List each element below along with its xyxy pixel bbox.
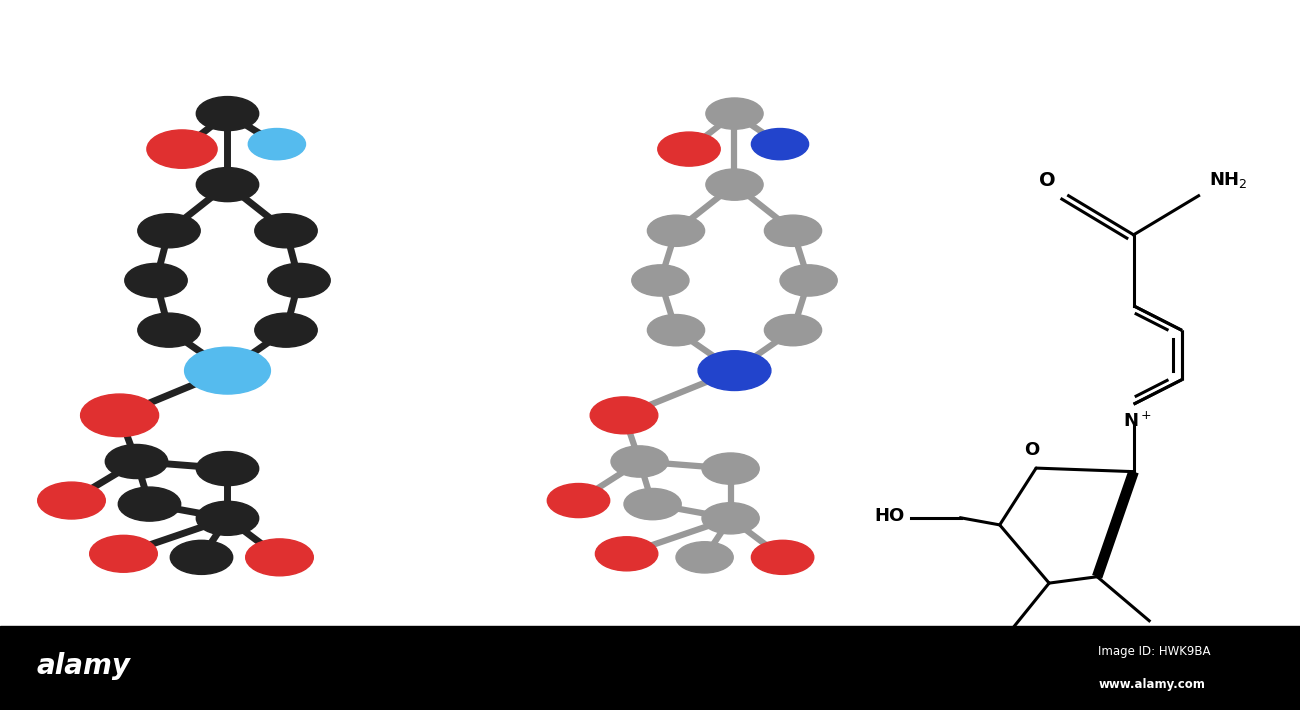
Circle shape xyxy=(81,394,159,437)
Circle shape xyxy=(632,265,689,296)
Circle shape xyxy=(547,484,610,518)
Circle shape xyxy=(185,347,270,394)
Text: NH$_2$: NH$_2$ xyxy=(1209,170,1248,190)
Circle shape xyxy=(170,540,233,574)
Circle shape xyxy=(624,488,681,520)
Circle shape xyxy=(105,444,168,479)
Circle shape xyxy=(246,539,313,576)
Circle shape xyxy=(751,129,809,160)
Bar xyxy=(0,626,1300,710)
Circle shape xyxy=(698,351,771,391)
Text: O: O xyxy=(1039,171,1056,190)
Text: N$^+$: N$^+$ xyxy=(1123,411,1152,430)
Circle shape xyxy=(147,130,217,168)
Circle shape xyxy=(255,214,317,248)
Circle shape xyxy=(255,313,317,347)
Circle shape xyxy=(196,168,259,202)
Circle shape xyxy=(611,446,668,477)
Text: ⊕: ⊕ xyxy=(722,311,740,331)
Circle shape xyxy=(702,503,759,534)
Circle shape xyxy=(595,537,658,571)
Circle shape xyxy=(138,313,200,347)
Circle shape xyxy=(658,132,720,166)
Text: OH: OH xyxy=(1140,626,1171,645)
Text: alamy: alamy xyxy=(36,652,130,680)
Circle shape xyxy=(268,263,330,297)
Circle shape xyxy=(647,215,705,246)
Circle shape xyxy=(38,482,105,519)
Circle shape xyxy=(706,98,763,129)
Circle shape xyxy=(676,542,733,573)
Text: OH: OH xyxy=(988,637,1019,655)
Text: www.alamy.com: www.alamy.com xyxy=(1098,678,1205,692)
Circle shape xyxy=(118,487,181,521)
Circle shape xyxy=(196,97,259,131)
Circle shape xyxy=(590,397,658,434)
Text: O: O xyxy=(1024,441,1040,459)
Circle shape xyxy=(764,315,822,346)
Text: HO: HO xyxy=(875,507,905,525)
Circle shape xyxy=(248,129,306,160)
Circle shape xyxy=(706,169,763,200)
Circle shape xyxy=(647,315,705,346)
Circle shape xyxy=(138,214,200,248)
Circle shape xyxy=(780,265,837,296)
Text: ⊕: ⊕ xyxy=(208,311,226,331)
Circle shape xyxy=(196,501,259,535)
Circle shape xyxy=(751,540,814,574)
Circle shape xyxy=(125,263,187,297)
Circle shape xyxy=(764,215,822,246)
Text: Image ID: HWK9BA: Image ID: HWK9BA xyxy=(1098,645,1212,658)
Circle shape xyxy=(702,453,759,484)
Circle shape xyxy=(90,535,157,572)
Circle shape xyxy=(196,452,259,486)
